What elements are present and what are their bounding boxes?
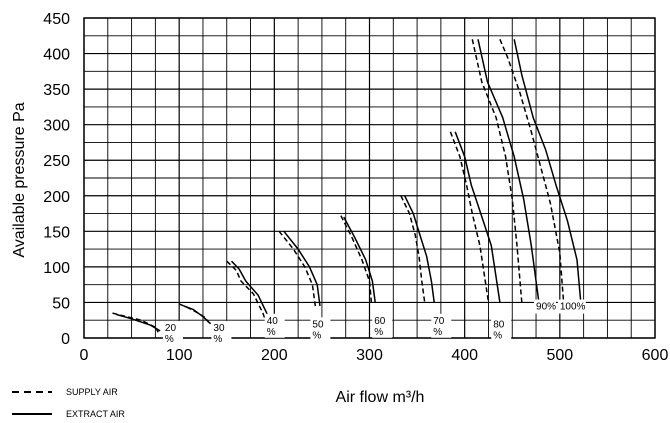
y-tick-label: 300	[43, 118, 70, 135]
curve-labels: 20 % 30 % 40 % 50 % 60 % 70 % 80 % 90% 100%	[162, 299, 586, 345]
y-axis-label: Available pressure Pa	[11, 102, 28, 257]
legend: SUPPLY AIR EXTRACT AIR	[12, 387, 125, 419]
y-tick-label: 0	[61, 331, 70, 348]
supply-air-curve	[226, 260, 268, 325]
curve-label: 20%	[165, 323, 177, 345]
plot-frame	[83, 17, 656, 339]
curve-label: 90%	[536, 302, 556, 313]
supply-air-curve	[449, 131, 490, 303]
extract-air-curve	[283, 230, 321, 307]
x-tick-label: 500	[546, 347, 573, 364]
y-tick-label: 100	[43, 260, 70, 277]
x-axis-label: Air flow m³/h	[336, 389, 425, 406]
curve-label: 70%	[433, 316, 445, 338]
y-tick-label: 400	[43, 47, 70, 64]
curve-label-bg	[372, 313, 393, 338]
extract-air-curve	[116, 313, 161, 332]
y-tick-label: 200	[43, 189, 70, 206]
x-tick-label: 300	[356, 347, 383, 364]
supply-air-curve	[178, 303, 210, 323]
curve-label: 40%	[267, 316, 279, 338]
supply-air-curve	[340, 215, 373, 303]
y-tick-label: 250	[43, 153, 70, 170]
curve-label-bg	[557, 299, 586, 314]
x-tick-label: 0	[80, 347, 89, 364]
grid	[83, 17, 656, 339]
x-tick-label: 400	[451, 347, 478, 364]
curve-label-bg	[264, 313, 285, 338]
curve-label: 30%	[213, 323, 225, 345]
curve-label-bg	[310, 317, 331, 342]
y-tick-label: 350	[43, 82, 70, 99]
tick-labels: 0 100 200 300 400 500 600 0 50 100 150 200 250 300 350…	[43, 11, 668, 364]
extract-air-curve	[454, 131, 501, 303]
x-tick-label: 100	[166, 347, 193, 364]
curve-label-bg	[491, 317, 512, 342]
supply-air-curve	[278, 230, 317, 307]
x-tick-label: 200	[261, 347, 288, 364]
curve-label: 80%	[493, 319, 505, 341]
legend-label-extract: EXTRACT AIR	[66, 409, 125, 419]
supply-air-curve	[400, 195, 426, 303]
curve-label-bg	[534, 299, 557, 314]
curve-label-bg	[162, 320, 183, 345]
extract-air-curve	[477, 39, 540, 303]
extract-air-curve	[513, 39, 582, 303]
curve-label: 50%	[312, 319, 324, 341]
y-tick-label: 150	[43, 224, 70, 241]
extract-air-curve	[183, 305, 212, 325]
supply-air-curve	[499, 39, 565, 303]
y-tick-label: 50	[52, 295, 70, 312]
x-tick-label: 600	[642, 347, 669, 364]
legend-label-supply: SUPPLY AIR	[66, 387, 118, 397]
extract-air-curve	[343, 216, 376, 303]
series-layer	[112, 39, 582, 333]
supply-air-curve	[471, 39, 523, 303]
curve-label: 60%	[374, 316, 386, 338]
y-tick-label: 450	[43, 11, 70, 28]
curve-label: 100%	[560, 302, 586, 313]
extract-air-curve	[404, 195, 435, 303]
curve-label-bg	[211, 320, 232, 345]
curve-label-bg	[431, 313, 452, 338]
